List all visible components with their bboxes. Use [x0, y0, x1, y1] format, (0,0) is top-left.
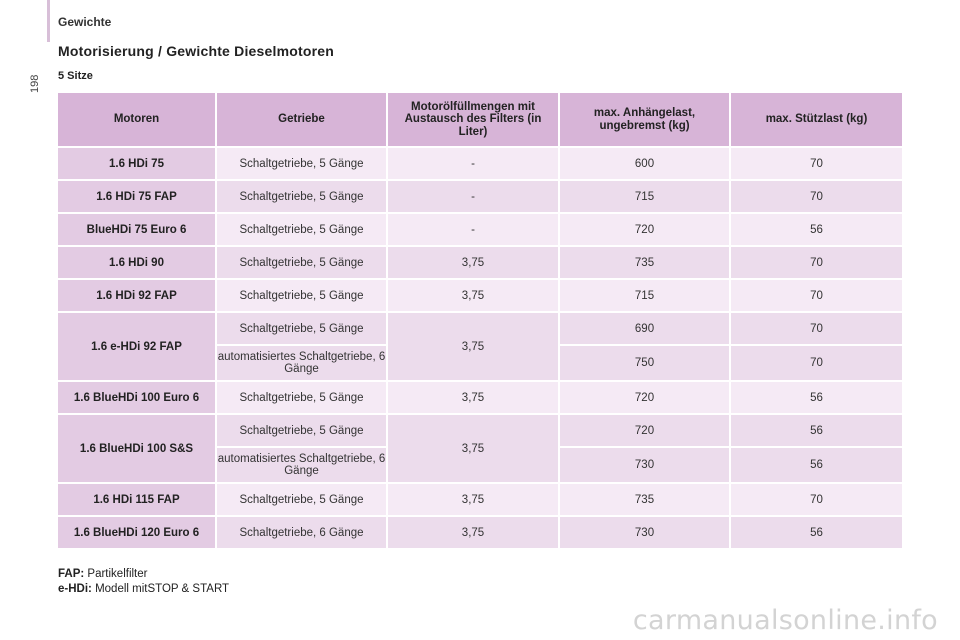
trailer-load-cell: 715	[560, 280, 731, 313]
section-marker	[47, 0, 50, 42]
oil-cell: 3,75	[388, 382, 560, 415]
oil-cell: -	[388, 181, 560, 214]
footnote-ehdi: e-HDi: Modell mitSTOP & START	[58, 582, 229, 597]
support-load-cell: 70	[731, 484, 904, 517]
gearbox-cell: Schaltgetriebe, 5 Gänge	[217, 484, 388, 517]
trailer-load-cell: 690	[560, 313, 731, 346]
footnote-term: FAP:	[58, 568, 85, 580]
table-row: automatisiertes Schaltgetriebe, 6 Gänge …	[58, 346, 904, 382]
trailer-load-cell: 735	[560, 247, 731, 280]
oil-cell: -	[388, 148, 560, 181]
gearbox-cell: Schaltgetriebe, 5 Gänge	[217, 148, 388, 181]
trailer-load-cell: 735	[560, 484, 731, 517]
page-title: Motorisierung / Gewichte Dieselmotoren	[58, 43, 334, 59]
site-watermark: carmanualsonline.info	[632, 605, 938, 636]
engine-cell: 1.6 HDi 75	[58, 148, 217, 181]
oil-cell: 3,75	[388, 484, 560, 517]
trailer-load-cell: 720	[560, 214, 731, 247]
oil-cell: 3,75	[388, 313, 560, 382]
table-row: 1.6 BlueHDi 100 S&S Schaltgetriebe, 5 Gä…	[58, 415, 904, 484]
trailer-load-cell: 730	[560, 517, 731, 550]
gearbox-cell: Schaltgetriebe, 5 Gänge	[217, 382, 388, 415]
gearbox-cell: automatisiertes Schaltgetriebe, 6 Gänge	[217, 346, 388, 382]
table-header-row: Motoren Getriebe Motorölfüllmengen mit A…	[58, 93, 904, 148]
oil-cell: -	[388, 214, 560, 247]
engine-cell: 1.6 HDi 92 FAP	[58, 280, 217, 313]
trailer-load-cell: 720	[560, 382, 731, 415]
support-load-cell: 70	[731, 247, 904, 280]
engine-cell: 1.6 BlueHDi 100 S&S	[58, 415, 217, 484]
support-load-cell: 56	[731, 448, 904, 484]
engine-cell: 1.6 BlueHDi 100 Euro 6	[58, 382, 217, 415]
column-header-max-support-load: max. Stützlast (kg)	[731, 93, 904, 148]
column-header-max-trailer-load: max. Anhängelast, ungebremst (kg)	[560, 93, 731, 148]
table-row: 1.6 BlueHDi 120 Euro 6 Schaltgetriebe, 6…	[58, 517, 904, 550]
gearbox-cell: Schaltgetriebe, 5 Gänge	[217, 415, 388, 448]
page-number-container: 198	[28, 74, 42, 110]
footnote-fap: FAP: Partikelfilter	[58, 567, 229, 582]
oil-cell: 3,75	[388, 280, 560, 313]
table-row: 1.6 HDi 115 FAP Schaltgetriebe, 5 Gänge …	[58, 484, 904, 517]
trailer-load-cell: 720	[560, 415, 731, 448]
gearbox-cell: Schaltgetriebe, 5 Gänge	[217, 313, 388, 346]
oil-cell: 3,75	[388, 517, 560, 550]
seats-subtitle: 5 Sitze	[58, 70, 93, 82]
gearbox-cell: Schaltgetriebe, 5 Gänge	[217, 247, 388, 280]
support-load-cell: 56	[731, 214, 904, 247]
engine-cell: 1.6 BlueHDi 120 Euro 6	[58, 517, 217, 550]
table-row: 1.6 HDi 75 Schaltgetriebe, 5 Gänge - 600…	[58, 148, 904, 181]
weights-table: Motoren Getriebe Motorölfüllmengen mit A…	[58, 93, 904, 550]
support-load-cell: 56	[731, 382, 904, 415]
gearbox-cell: Schaltgetriebe, 5 Gänge	[217, 214, 388, 247]
support-load-cell: 70	[731, 346, 904, 382]
engine-cell: 1.6 e-HDi 92 FAP	[58, 313, 217, 382]
gearbox-cell: automatisiertes Schaltgetriebe, 6 Gänge	[217, 448, 388, 484]
oil-cell: 3,75	[388, 247, 560, 280]
table-row: 1.6 e-HDi 92 FAP Schaltgetriebe, 5 Gänge…	[58, 313, 904, 382]
trailer-load-cell: 750	[560, 346, 731, 382]
table-row: BlueHDi 75 Euro 6 Schaltgetriebe, 5 Gäng…	[58, 214, 904, 247]
trailer-load-cell: 600	[560, 148, 731, 181]
engine-cell: 1.6 HDi 90	[58, 247, 217, 280]
table-row: automatisiertes Schaltgetriebe, 6 Gänge …	[58, 448, 904, 484]
engine-cell: 1.6 HDi 75 FAP	[58, 181, 217, 214]
table-row: 1.6 HDi 90 Schaltgetriebe, 5 Gänge 3,75 …	[58, 247, 904, 280]
footnotes: FAP: Partikelfilter e-HDi: Modell mitSTO…	[58, 567, 229, 597]
trailer-load-cell: 715	[560, 181, 731, 214]
oil-cell: 3,75	[388, 415, 560, 484]
gearbox-cell: Schaltgetriebe, 5 Gänge	[217, 181, 388, 214]
page-number: 198	[29, 74, 41, 93]
column-header-gearbox: Getriebe	[217, 93, 388, 148]
support-load-cell: 70	[731, 280, 904, 313]
table-row: 1.6 BlueHDi 100 Euro 6 Schaltgetriebe, 5…	[58, 382, 904, 415]
support-load-cell: 70	[731, 148, 904, 181]
support-load-cell: 70	[731, 181, 904, 214]
table-row: 1.6 HDi 75 FAP Schaltgetriebe, 5 Gänge -…	[58, 181, 904, 214]
footnote-term: e-HDi:	[58, 583, 92, 595]
support-load-cell: 70	[731, 313, 904, 346]
table-row: 1.6 HDi 92 FAP Schaltgetriebe, 5 Gänge 3…	[58, 280, 904, 313]
support-load-cell: 56	[731, 415, 904, 448]
gearbox-cell: Schaltgetriebe, 6 Gänge	[217, 517, 388, 550]
footnote-text: Partikelfilter	[84, 568, 148, 580]
column-header-oil-capacity: Motorölfüllmengen mit Austausch des Filt…	[388, 93, 560, 148]
footnote-text: Modell mitSTOP & START	[91, 583, 230, 595]
section-title: Gewichte	[58, 15, 112, 29]
support-load-cell: 56	[731, 517, 904, 550]
gearbox-cell: Schaltgetriebe, 5 Gänge	[217, 280, 388, 313]
engine-cell: 1.6 HDi 115 FAP	[58, 484, 217, 517]
column-header-engines: Motoren	[58, 93, 217, 148]
trailer-load-cell: 730	[560, 448, 731, 484]
engine-cell: BlueHDi 75 Euro 6	[58, 214, 217, 247]
